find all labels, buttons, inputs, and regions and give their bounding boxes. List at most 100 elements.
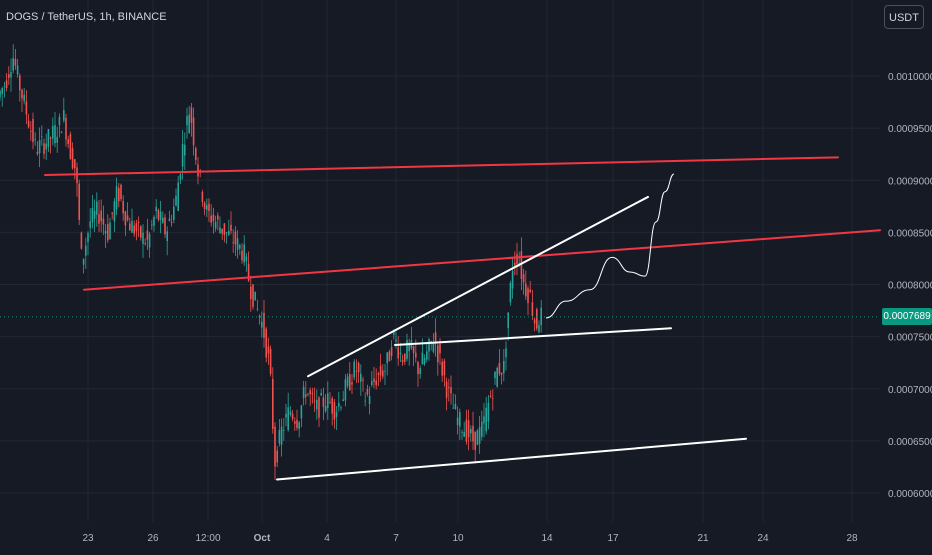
candle-body (291, 413, 294, 419)
candle-body (533, 319, 536, 324)
candle-body (302, 386, 305, 399)
candle-body (120, 184, 122, 200)
candle-body (109, 222, 111, 240)
white-channel-mid (394, 327, 672, 346)
candle-body (520, 251, 523, 279)
candle-body (379, 365, 382, 376)
y-tick-label: 0.0007000 (888, 385, 932, 396)
candles (0, 44, 542, 481)
candle-body (311, 393, 314, 394)
candle-body (531, 302, 534, 316)
candle-body (538, 324, 540, 333)
candle-body (113, 201, 116, 222)
candle-body (395, 339, 397, 342)
candle-body (256, 308, 259, 310)
candle-body (397, 347, 399, 359)
candle-body (131, 221, 133, 233)
candle-body (3, 85, 6, 87)
candle-body (287, 407, 289, 430)
candle-body (360, 373, 362, 382)
candle-body (263, 312, 265, 338)
candle-body (384, 370, 386, 372)
candle-body (456, 417, 459, 426)
candle-body (452, 407, 454, 409)
candle-body (45, 143, 47, 150)
candle-body (186, 116, 188, 126)
candle-body (8, 74, 10, 78)
candle-body (126, 215, 129, 221)
candle-body (375, 380, 377, 386)
candle-body (148, 233, 151, 248)
candle-body (401, 359, 404, 363)
candle-body (470, 429, 472, 434)
candle-body (74, 159, 76, 169)
candle-body (34, 138, 36, 140)
candle-body (373, 378, 375, 382)
price-axis: 0.0010000 0.0009500 0.0009000 0.0008500 0.00… (888, 72, 932, 500)
candle-body (428, 339, 430, 352)
candle-body (377, 373, 380, 375)
candle-body (179, 174, 182, 180)
candle-body (351, 382, 353, 385)
candle-body (518, 263, 520, 264)
candle-body (60, 132, 63, 133)
candle-body (483, 416, 485, 424)
candle-body (221, 228, 223, 234)
x-tick-label: 10 (452, 533, 464, 544)
x-tick-label: 26 (147, 533, 159, 544)
candle-body (65, 117, 67, 140)
candle-body (505, 348, 507, 358)
candle-body (67, 139, 69, 144)
candle-body (245, 256, 248, 262)
candle-body (278, 430, 281, 444)
candle-body (421, 352, 424, 365)
candle-body (327, 393, 329, 409)
candle-body (355, 371, 358, 372)
last-price-label: 0.0007689 (882, 308, 932, 326)
candle-body (324, 405, 327, 411)
candle-body (243, 244, 245, 263)
candle-body (261, 321, 263, 328)
candle-body (184, 144, 186, 156)
candle-body (507, 312, 509, 329)
candle-body (294, 421, 296, 424)
candle-body (228, 230, 230, 235)
candle-body (118, 188, 120, 202)
candle-body (168, 218, 171, 221)
candle-body (0, 91, 1, 98)
candle-body (540, 307, 542, 326)
candle-body (190, 107, 193, 123)
candle-body (124, 211, 127, 226)
candle-body (441, 361, 443, 376)
candle-body (206, 205, 208, 210)
candle-body (536, 309, 538, 329)
quote-currency-button[interactable]: USDT (884, 5, 924, 29)
candle-body (514, 262, 516, 266)
candle-body (98, 214, 100, 224)
x-tick-label: 4 (324, 533, 330, 544)
candle-body (511, 271, 514, 289)
y-tick-label: 0.0009500 (888, 124, 932, 135)
candle-body (309, 390, 311, 395)
candle-body (96, 201, 98, 215)
candle-body (27, 120, 30, 128)
candle-body (32, 118, 34, 143)
candle-body (177, 182, 179, 212)
candle-body (274, 426, 276, 467)
candle-body (467, 420, 470, 438)
candle-body (300, 405, 303, 419)
candle-body (289, 411, 292, 415)
candle-body (1, 88, 3, 94)
candle-body (89, 221, 91, 228)
candle-body (102, 218, 105, 225)
candle-body (52, 126, 54, 139)
candle-body (305, 394, 307, 397)
candle-body (269, 348, 272, 374)
candle-body (58, 116, 61, 126)
candle-body (93, 211, 96, 219)
candle-body (408, 342, 410, 352)
candle-body (364, 400, 366, 402)
candle-body (14, 58, 17, 66)
